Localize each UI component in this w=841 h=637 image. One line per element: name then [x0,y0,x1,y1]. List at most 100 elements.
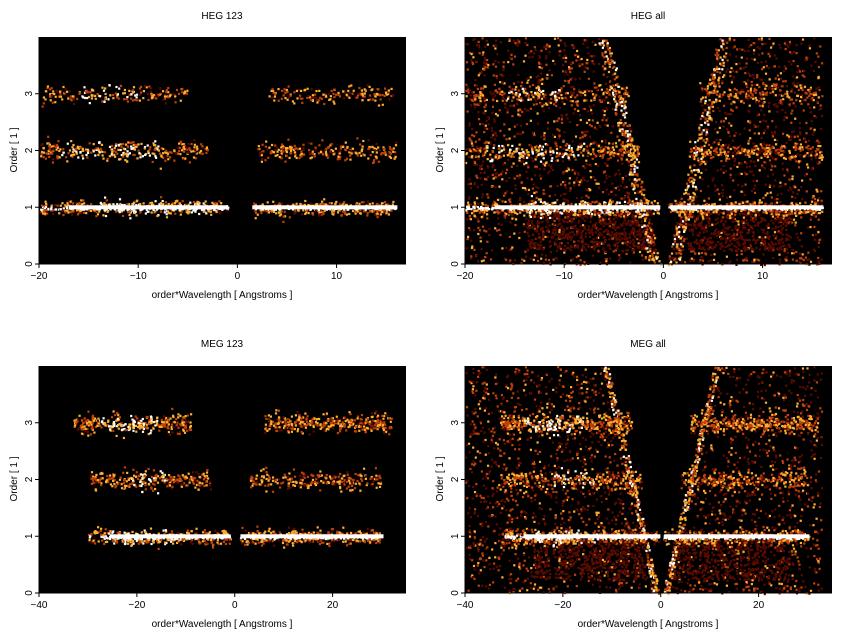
heatmap-cell [128,152,131,155]
heatmap-cell [533,242,536,245]
heatmap-cell [721,211,724,214]
heatmap-cell [308,96,311,99]
heatmap-cell [753,84,756,87]
heatmap-cell [288,147,291,150]
heatmap-cell [260,160,263,163]
heatmap-cell [295,202,298,205]
heatmap-cell [282,220,285,224]
heatmap-cell [527,249,530,252]
heatmap-cell [606,164,609,167]
heatmap-cell [613,187,616,190]
heatmap-cell [629,246,632,249]
heatmap-cell [726,245,729,248]
heatmap-cell [588,231,591,234]
heatmap-cell [766,175,770,178]
heatmap-cell [348,96,351,99]
heatmap-cell [193,139,196,142]
heatmap-cell [194,203,197,206]
heatmap-cell [798,126,801,130]
heatmap-cell [770,168,773,171]
heatmap-cell [771,44,774,47]
heatmap-cell [565,70,568,73]
heatmap-cell [164,102,168,105]
heatmap-cell [711,242,714,245]
heatmap-cell [777,78,781,81]
heatmap-cell [768,249,771,252]
heatmap-cell [641,212,644,215]
heatmap-cell [687,215,690,218]
heatmap-cell [571,258,575,261]
heatmap-cell [221,205,225,210]
heatmap-cell [482,259,485,262]
heatmap-cell [201,208,204,212]
heatmap-cell [361,148,364,151]
heatmap-cell [763,113,766,116]
heatmap-cell [546,121,550,124]
heatmap-cell [709,246,712,249]
heatmap-cell [479,240,482,243]
heatmap-cell [580,234,583,237]
heatmap-cell [593,248,596,251]
heatmap-cell [756,221,759,224]
heatmap-cell [755,100,758,104]
heatmap-cell [612,250,615,253]
heatmap-cell [55,89,58,92]
heatmap-cell [621,112,624,115]
heatmap-cell [571,169,574,172]
heatmap-cell [796,76,799,79]
heatmap-cell [794,117,797,120]
heatmap-cell [539,94,542,97]
heatmap-cell [199,205,202,210]
heatmap-cell [554,231,557,234]
heatmap-cell [642,243,645,247]
heatmap-cell [749,87,753,90]
heatmap-cell [348,91,352,94]
heatmap-cell [648,221,651,224]
heatmap-cell [558,228,561,232]
heatmap-cell [372,161,376,164]
heatmap-cell [625,216,629,219]
heatmap-cell [86,156,89,159]
heatmap-cell [713,233,716,236]
heatmap-cell [720,236,723,239]
heatmap-cell [787,244,790,247]
heatmap-cell [692,250,695,253]
heatmap-cell [758,259,761,262]
heatmap-cell [293,102,296,105]
heatmap-cell [695,241,698,244]
heatmap-cell [724,241,728,244]
heatmap-cell [369,210,372,213]
heatmap-cell [486,240,489,243]
heatmap-cell [325,147,328,150]
heatmap-cell [742,227,745,230]
heatmap-cell [820,202,823,205]
heatmap-cell [373,147,376,150]
heatmap-cell [742,259,745,262]
heatmap-cell [711,179,714,182]
heatmap-cell [533,93,537,96]
heatmap-cell [767,242,770,246]
heatmap-cell [714,223,717,226]
heatmap-cell [792,60,795,63]
heatmap-cell [735,106,738,109]
heatmap-cell [470,239,473,242]
heatmap-cell [578,59,581,62]
heatmap-cell [59,92,62,95]
heatmap-cell [527,227,531,230]
heatmap-cell [689,201,692,204]
heatmap-cell [150,205,153,210]
heatmap-cell [160,147,163,150]
heatmap-cell [285,147,288,150]
heatmap-cell [584,130,588,133]
heatmap-cell [174,202,177,205]
heatmap-cell [62,214,65,217]
heatmap-cell [268,95,271,98]
heatmap-cell [812,195,815,198]
heatmap-cell [521,131,525,134]
heatmap-cell [543,193,546,196]
heatmap-cell [617,259,621,262]
heatmap-cell [550,167,553,170]
heatmap-cell [348,85,351,88]
heatmap-cell [509,87,513,90]
heatmap-cell [117,205,121,210]
